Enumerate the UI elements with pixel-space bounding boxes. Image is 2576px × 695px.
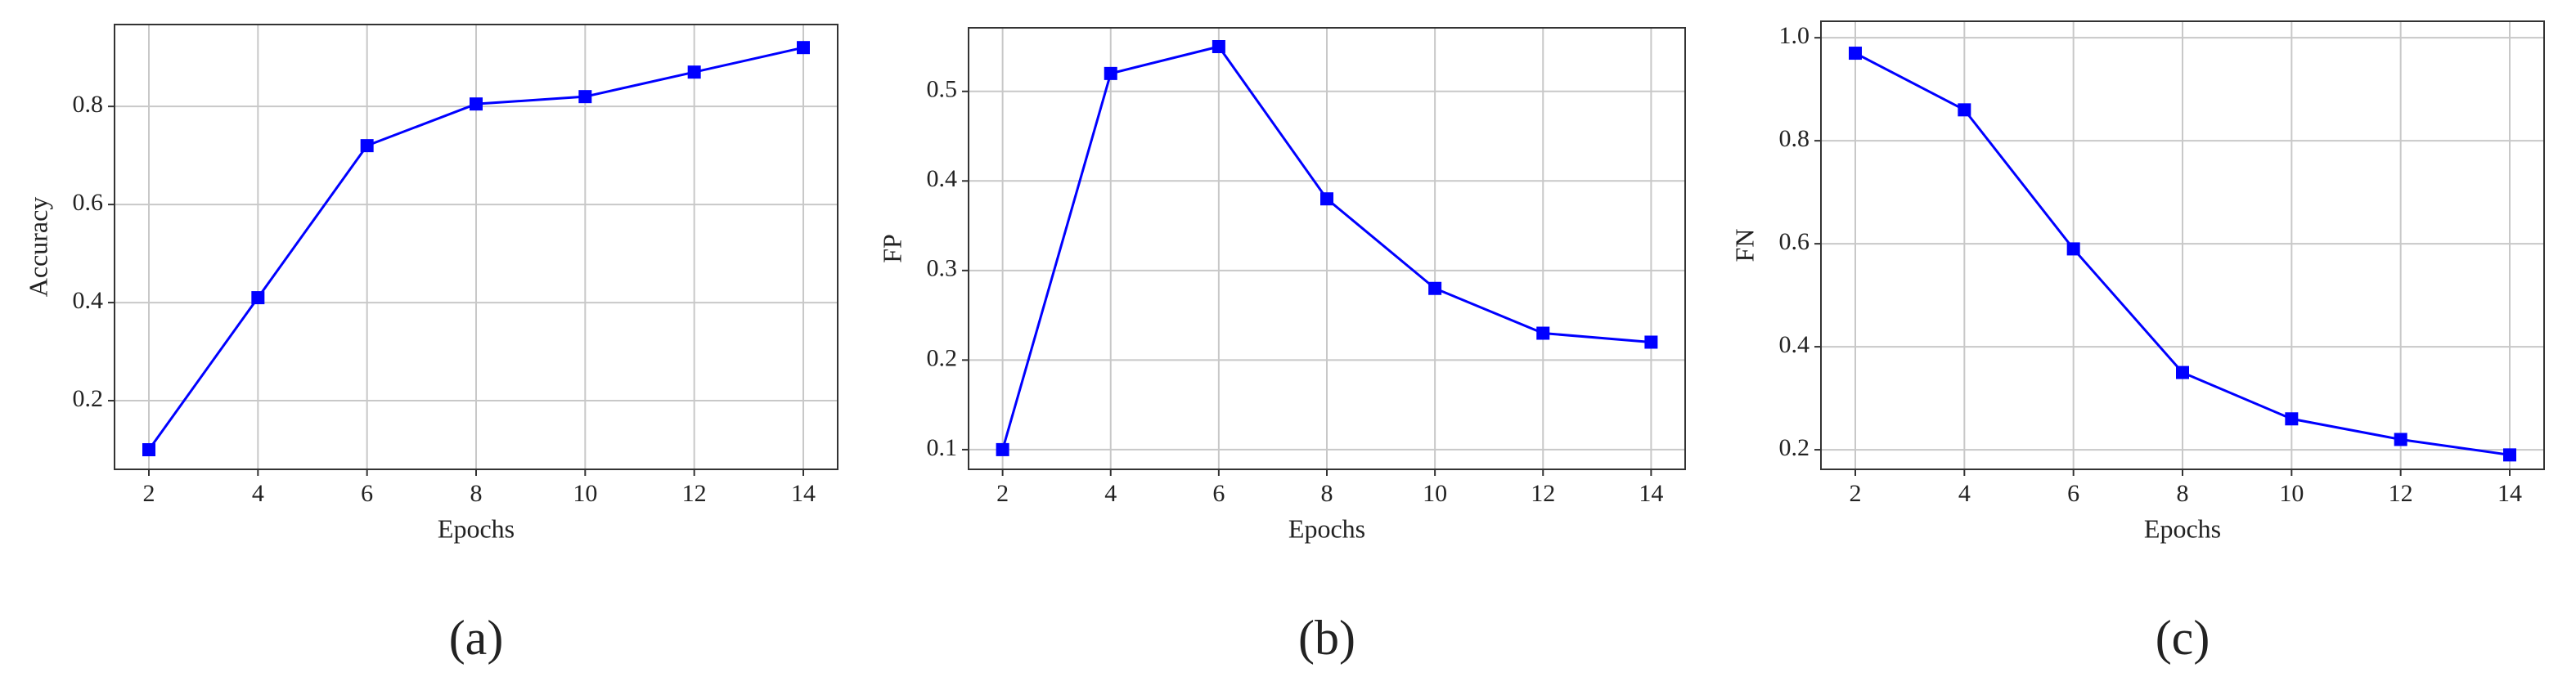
marker: [1644, 335, 1658, 349]
x-axis-label: Epochs: [1288, 513, 1365, 543]
y-tick-label: 0.2: [1779, 434, 1810, 461]
marker: [2176, 365, 2189, 379]
x-tick-label: 2: [1850, 480, 1862, 507]
x-tick-label: 12: [1531, 480, 1555, 507]
marker: [251, 291, 265, 305]
y-tick-label: 0.2: [927, 344, 958, 371]
y-tick-label: 0.4: [73, 287, 104, 314]
caption: (c): [2156, 611, 2210, 665]
x-axis-label: Epochs: [438, 513, 515, 543]
x-tick-label: 10: [2279, 480, 2304, 507]
marker: [578, 90, 592, 104]
x-tick-label: 10: [1423, 480, 1447, 507]
marker: [142, 443, 155, 457]
x-tick-label: 8: [2177, 480, 2189, 507]
plot-frame: [114, 24, 838, 470]
marker: [687, 65, 701, 79]
y-tick-label: 0.8: [73, 91, 104, 118]
x-tick-label: 10: [573, 480, 597, 507]
x-tick-label: 6: [361, 480, 373, 507]
marker: [2503, 448, 2516, 462]
y-tick-label: 0.5: [927, 76, 958, 103]
x-tick-label: 6: [1212, 480, 1225, 507]
y-tick-label: 0.3: [927, 255, 958, 282]
x-tick-label: 8: [1321, 480, 1333, 507]
plot-frame: [968, 27, 1686, 470]
y-tick-label: 0.4: [1779, 331, 1810, 358]
x-tick-label: 4: [1958, 480, 1971, 507]
caption: (b): [1298, 611, 1355, 665]
marker: [1212, 40, 1225, 54]
y-tick-label: 0.2: [73, 385, 104, 412]
x-tick-label: 12: [2389, 480, 2413, 507]
caption: (a): [449, 611, 504, 665]
y-tick-label: 0.8: [1779, 125, 1810, 152]
x-axis-label: Epochs: [2144, 513, 2221, 543]
x-tick-label: 14: [1639, 480, 1663, 507]
marker: [470, 97, 483, 111]
marker: [2066, 242, 2080, 256]
y-axis-label: FN: [1729, 229, 1759, 262]
x-tick-label: 4: [252, 480, 264, 507]
y-axis-label: Accuracy: [23, 197, 52, 298]
marker: [2394, 433, 2407, 446]
y-tick-label: 0.1: [927, 434, 958, 461]
marker: [797, 41, 810, 55]
marker: [1428, 281, 1442, 295]
marker: [1849, 47, 1862, 61]
marker: [1536, 326, 1550, 340]
x-tick-label: 14: [2497, 480, 2522, 507]
plot-frame: [1820, 20, 2545, 470]
x-tick-label: 6: [2067, 480, 2079, 507]
marker: [996, 442, 1009, 456]
y-tick-label: 0.6: [1779, 228, 1810, 255]
marker: [1104, 66, 1117, 80]
x-tick-label: 12: [682, 480, 707, 507]
marker: [2285, 412, 2299, 426]
y-axis-label: FP: [877, 234, 906, 263]
x-tick-label: 4: [1104, 480, 1117, 507]
x-tick-label: 2: [996, 480, 1009, 507]
y-tick-label: 0.4: [927, 165, 958, 192]
x-tick-label: 8: [470, 480, 483, 507]
marker: [1320, 192, 1333, 206]
y-tick-label: 1.0: [1779, 22, 1810, 49]
marker: [360, 139, 374, 153]
x-tick-label: 2: [143, 480, 155, 507]
y-tick-label: 0.6: [73, 189, 104, 216]
marker: [1958, 103, 1971, 117]
x-tick-label: 14: [791, 480, 816, 507]
